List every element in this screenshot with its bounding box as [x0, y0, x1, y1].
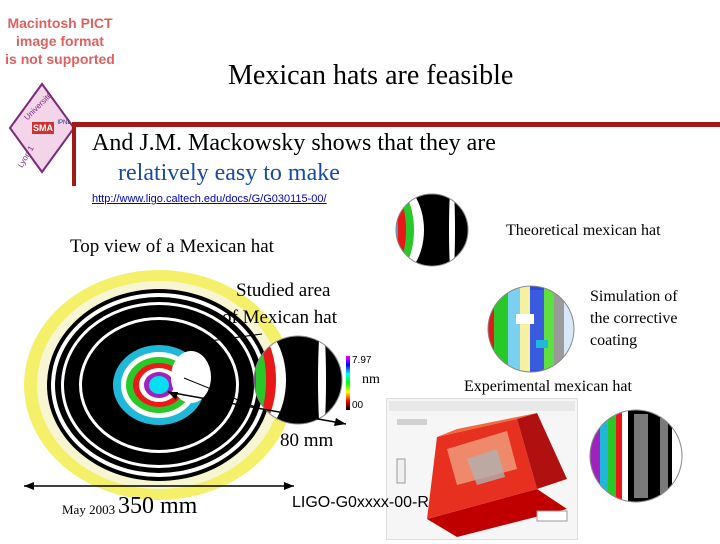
theoretical-label: Theoretical mexican hat — [506, 222, 661, 239]
subtitle-line-2: relatively easy to make — [118, 160, 340, 186]
plot-legend-block — [396, 458, 406, 484]
scale-bottom-value: 00 — [352, 400, 364, 411]
footer-date: May 2003 — [62, 502, 116, 517]
connector-line-mid — [183, 377, 259, 409]
simulation-label-2: the corrective — [590, 310, 678, 327]
surface-side — [517, 413, 567, 489]
simulation-label-3: coating — [590, 332, 638, 349]
accent-line-vertical — [72, 126, 76, 186]
simulation-disc — [487, 285, 575, 373]
slide-title: Mexican hats are feasible — [228, 60, 514, 91]
top-view-label: Top view of a Mexican hat — [70, 236, 274, 257]
arrowhead-80-right — [334, 418, 346, 426]
dimension-350-label: 350 mm — [118, 493, 198, 519]
pict-line-3: is not supported — [5, 51, 115, 67]
studied-area-label-1: Studied area — [236, 280, 331, 301]
experimental-label: Experimental mexican hat — [464, 378, 632, 395]
experimental-disc — [589, 409, 683, 503]
pict-line-2: image format — [16, 33, 104, 49]
ring-center — [149, 376, 169, 394]
studied-area-label-2: of Mexican hat — [222, 307, 338, 328]
reference-link[interactable]: http://www.ligo.caltech.edu/docs/G/G0301… — [92, 193, 327, 205]
pict-unsupported-notice: Macintosh PICT image format is not suppo… — [0, 14, 120, 68]
subtitle-line-1: And J.M. Mackowsky shows that they are — [92, 130, 496, 156]
plot-header-bar — [389, 401, 575, 411]
logo-text-center: SMA — [33, 123, 54, 133]
plot-corner-box — [536, 510, 568, 522]
plot-info-block — [397, 419, 427, 425]
theoretical-hat-disc — [395, 193, 469, 267]
surface-base — [427, 489, 567, 537]
arrowhead-350-right — [284, 482, 294, 490]
accent-line-horizontal — [72, 122, 720, 127]
footer-doc-code: LIGO-G0xxxx-00-R — [292, 494, 429, 511]
scale-unit: nm — [362, 372, 380, 387]
connector-line-top — [171, 333, 263, 347]
dimension-80-label: 80 mm — [280, 430, 334, 451]
logo-text-inner: IPNL — [57, 120, 71, 126]
scale-top-value: 7.97 — [352, 355, 372, 366]
arrowhead-350-left — [24, 482, 34, 490]
surface-plot — [389, 401, 575, 537]
pict-line-1: Macintosh PICT — [7, 15, 113, 31]
studied-area-marker — [171, 351, 211, 403]
arrowhead-80-left — [168, 392, 178, 400]
color-scale-bar — [346, 356, 350, 410]
simulation-label-1: Simulation of — [590, 288, 678, 305]
surface-plot-panel — [386, 398, 578, 540]
university-logo: Université SMA IPNL Lyon 1 — [8, 82, 76, 174]
surface-top-edge — [437, 413, 537, 437]
surface-gray-patch — [467, 449, 505, 485]
logo-center-box — [32, 122, 54, 134]
dimension-arrow-80 — [167, 391, 347, 425]
top-view-image — [24, 270, 294, 500]
